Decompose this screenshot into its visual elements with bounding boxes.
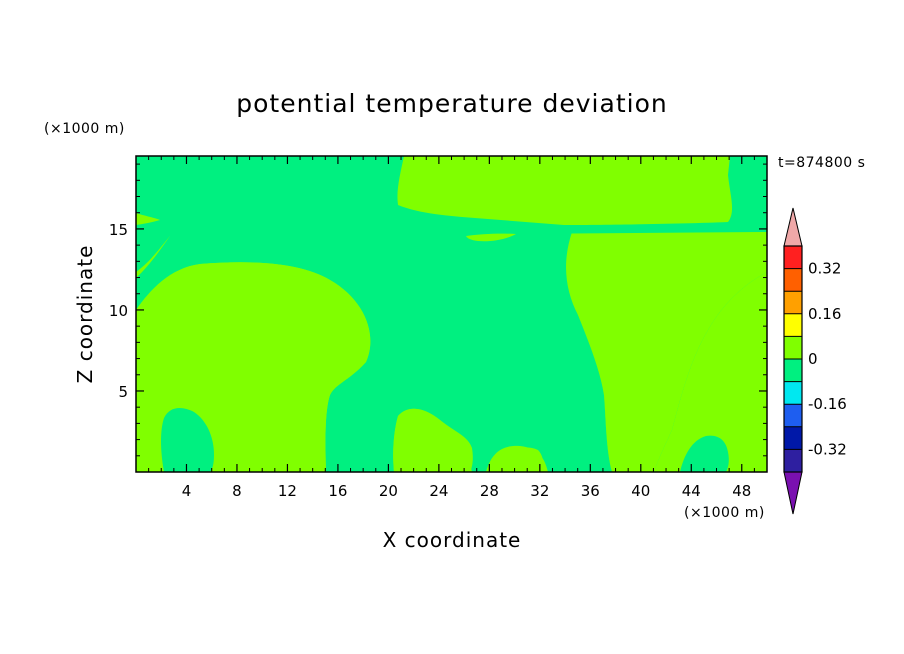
- contour-region-negative-upper: [136, 156, 767, 234]
- contour-bubble-right: [680, 435, 729, 472]
- colorbar-swatch: [784, 246, 802, 269]
- contour-blob-upper-center: [466, 233, 516, 242]
- x-tick-label: 16: [328, 482, 347, 500]
- colorbar-swatch: [784, 268, 802, 292]
- x-tick-label: 12: [278, 482, 297, 500]
- colorbar: 0.32 0.16 0 -0.16 -0.32: [783, 207, 847, 515]
- x-axis: 4 8 12 16 20 24 28 32 36 40 44 48: [148, 156, 755, 500]
- x-tick-label: 32: [530, 482, 549, 500]
- time-label: t=874800 s: [778, 155, 865, 171]
- y-tick-label: 10: [109, 302, 128, 320]
- colorbar-label: -0.16: [808, 395, 847, 413]
- colorbar-under-arrow: [783, 471, 803, 515]
- x-axis-unit: (×1000 m): [684, 505, 765, 521]
- colorbar-swatch: [784, 381, 802, 405]
- contour-field: [136, 156, 767, 472]
- colorbar-label: -0.32: [808, 440, 847, 458]
- x-tick-label: 28: [480, 482, 499, 500]
- y-axis-title: Z coordinate: [73, 245, 97, 384]
- y-tick-label: 5: [118, 383, 128, 401]
- y-axis-unit: (×1000 m): [44, 121, 125, 137]
- colorbar-swatch: [784, 336, 802, 359]
- colorbar-label: 0.16: [808, 305, 841, 323]
- x-tick-label: 4: [182, 482, 192, 500]
- colorbar-over-arrow: [783, 207, 803, 247]
- contour-bubble-center-1: [393, 408, 473, 472]
- contour-band-15km: [136, 226, 767, 236]
- colorbar-frame: [783, 245, 803, 473]
- x-tick-label: 44: [682, 482, 701, 500]
- colorbar-swatch: [784, 291, 802, 314]
- x-tick-label: 8: [232, 482, 242, 500]
- colorbar-swatch: [784, 404, 802, 427]
- x-axis-title: X coordinate: [383, 528, 522, 552]
- colorbar-label: 0: [808, 350, 818, 368]
- contour-region-positive-far-right: [735, 338, 767, 472]
- x-tick-label: 20: [379, 482, 398, 500]
- x-tick-label: 24: [429, 482, 448, 500]
- contour-bubble-left: [161, 408, 214, 472]
- contour-region-negative-central: [136, 232, 612, 472]
- contour-bubble-center-2: [496, 447, 544, 472]
- y-tick-label: 15: [109, 221, 128, 239]
- x-tick-label: 48: [732, 482, 751, 500]
- x-tick-label: 40: [631, 482, 650, 500]
- y-axis: 5 10 15: [109, 163, 767, 457]
- x-tick-label: 36: [581, 482, 600, 500]
- contour-region-positive-right: [566, 230, 767, 472]
- chart-title: potential temperature deviation: [236, 89, 667, 118]
- colorbar-swatch: [784, 313, 802, 337]
- contour-region-negative-band-left: [136, 213, 160, 225]
- colorbar-swatch: [784, 359, 802, 382]
- colorbar-swatch: [784, 449, 802, 472]
- colorbar-label: 0.32: [808, 260, 841, 278]
- colorbar-swatch: [784, 426, 802, 450]
